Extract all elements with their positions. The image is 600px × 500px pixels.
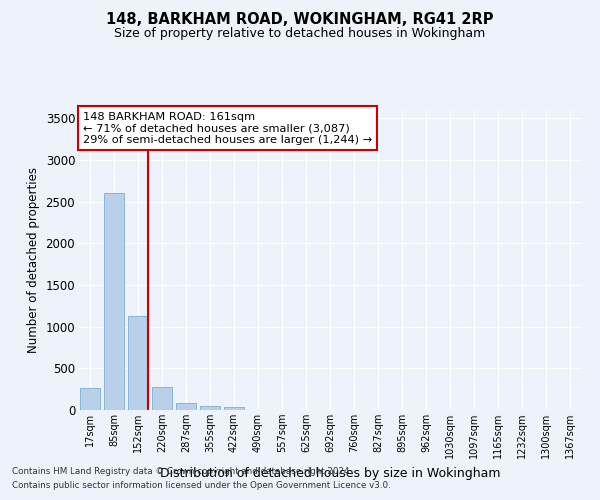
Text: 148, BARKHAM ROAD, WOKINGHAM, RG41 2RP: 148, BARKHAM ROAD, WOKINGHAM, RG41 2RP: [106, 12, 494, 28]
Text: 148 BARKHAM ROAD: 161sqm
← 71% of detached houses are smaller (3,087)
29% of sem: 148 BARKHAM ROAD: 161sqm ← 71% of detach…: [83, 112, 372, 144]
Bar: [152, 386, 172, 410]
Bar: [200, 406, 220, 410]
Bar: [224, 407, 244, 410]
Text: Contains HM Land Registry data © Crown copyright and database right 2024.: Contains HM Land Registry data © Crown c…: [12, 467, 352, 476]
Bar: [80, 388, 100, 410]
Bar: [104, 194, 124, 410]
Bar: [176, 402, 196, 410]
Bar: [128, 316, 148, 410]
Y-axis label: Number of detached properties: Number of detached properties: [27, 167, 40, 353]
Text: Contains public sector information licensed under the Open Government Licence v3: Contains public sector information licen…: [12, 481, 391, 490]
Text: Size of property relative to detached houses in Wokingham: Size of property relative to detached ho…: [115, 28, 485, 40]
X-axis label: Distribution of detached houses by size in Wokingham: Distribution of detached houses by size …: [160, 466, 500, 479]
